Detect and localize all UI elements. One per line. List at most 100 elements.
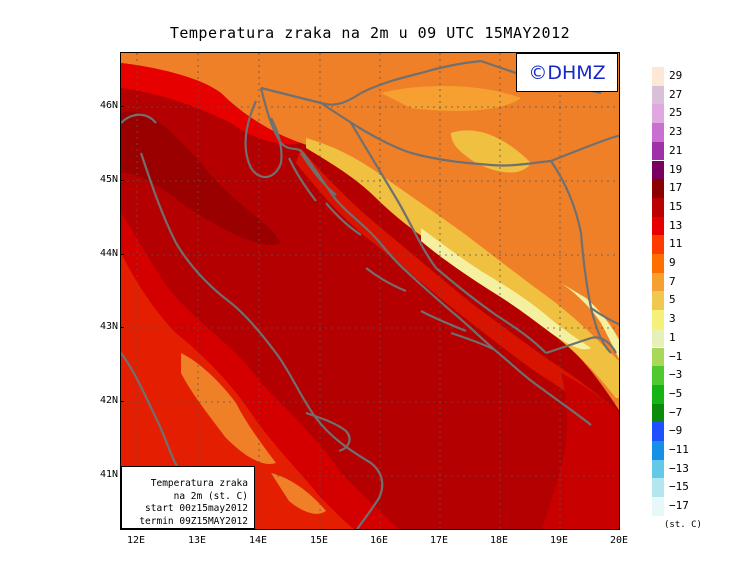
lon-label-16e: 16E	[369, 535, 389, 546]
islands-dalmatian	[365, 267, 494, 350]
legend-level-label: 21	[669, 143, 683, 157]
legend-swatch	[652, 384, 664, 404]
coastal-warm-strip	[296, 148, 619, 432]
legend-level-label: 17	[669, 181, 683, 195]
montenegro-border	[545, 336, 617, 355]
legend-swatch	[652, 310, 664, 329]
lon-label-15e: 15E	[309, 535, 329, 546]
lon-label-17e: 17E	[429, 535, 449, 546]
legend-swatch	[652, 179, 664, 198]
legend-swatch	[652, 197, 664, 217]
legend-level-label: 7	[669, 274, 676, 288]
pannonia-orange	[381, 86, 521, 111]
legend-level-label: −17	[669, 499, 689, 513]
legend-level-label: 1	[669, 330, 676, 344]
mountain-light-peaks	[421, 228, 591, 350]
legend-level-label: 5	[669, 293, 676, 307]
temperature-field-map[interactable]	[121, 53, 620, 530]
vojvodina-border	[550, 134, 619, 163]
lon-label-18e: 18E	[489, 535, 509, 546]
map-title: Temperatura zraka na 2m u 09 UTC 15MAY20…	[169, 24, 571, 42]
legend-swatch	[652, 328, 664, 348]
italy-inland-orange	[181, 353, 276, 464]
legend-level-label: 19	[669, 162, 683, 176]
lon-label-14e: 14E	[248, 535, 268, 546]
legend-level-label: −1	[669, 349, 683, 363]
lat-label-46n: 46N	[99, 100, 125, 111]
legend-level-label: −3	[669, 368, 683, 382]
legend-level-label: 15	[669, 199, 683, 213]
info-start-time: start 00z15may2012	[145, 503, 248, 515]
legend-swatch	[652, 478, 664, 498]
legend-swatch	[652, 272, 664, 292]
coastlines-borders	[121, 59, 619, 529]
legend-swatch	[652, 441, 664, 460]
legend-level-label: 29	[669, 69, 683, 82]
legend-level-label: −7	[669, 405, 683, 419]
legend-level-label: 23	[669, 125, 683, 139]
legend-swatch	[652, 85, 664, 105]
lon-label-12e: 12E	[126, 535, 146, 546]
legend-swatch	[652, 104, 664, 124]
bosnia-border-south	[435, 267, 547, 354]
legend-swatch	[652, 366, 664, 385]
legend-swatch	[652, 141, 664, 161]
lon-label-13e: 13E	[187, 535, 207, 546]
serbia-border	[550, 160, 612, 354]
info-level-unit: na 2m (st. C)	[173, 490, 248, 502]
lon-label-20e: 20E	[609, 535, 629, 546]
kosovo-border	[590, 307, 619, 326]
italy-inland-orange-2	[271, 473, 326, 514]
legend-swatch	[652, 422, 664, 441]
legend-swatch	[652, 235, 664, 254]
coordinate-grid	[121, 53, 619, 529]
info-variable: Temperatura zraka	[150, 478, 248, 489]
gargano-coast	[305, 411, 351, 453]
croatian-coastline	[259, 87, 592, 426]
lat-label-41n: 41N	[99, 469, 125, 480]
italian-coastline	[121, 113, 384, 529]
legend-level-label: −5	[669, 386, 683, 400]
legend-level-label: 9	[669, 256, 676, 269]
istria-coast	[244, 100, 283, 179]
legend-swatch	[652, 254, 664, 273]
legend-level-label: 25	[669, 106, 683, 120]
islands-kvarner	[288, 152, 362, 236]
mountain-yellow-band	[306, 138, 619, 398]
lat-label-44n: 44N	[99, 248, 125, 259]
northern-red-band	[121, 63, 301, 145]
legend-swatch	[652, 123, 664, 142]
albania-red	[541, 373, 619, 529]
legend-swatch	[652, 67, 664, 86]
legend-swatch	[652, 459, 664, 479]
italy-land-warm	[121, 253, 354, 529]
dhmz-copyright-badge: ©DHMZ	[516, 53, 618, 92]
legend-level-label: −11	[669, 443, 689, 456]
sea-dark-patch	[121, 111, 281, 245]
lon-label-19e: 19E	[549, 535, 569, 546]
legend-level-label: −9	[669, 424, 683, 438]
croatia-hungary-border	[360, 59, 482, 94]
lat-label-45n: 45N	[99, 174, 125, 185]
legend-level-label: 3	[669, 312, 676, 326]
legend-level-label: 27	[669, 87, 683, 101]
legend-swatch	[652, 347, 664, 367]
legend-level-label: −15	[669, 480, 689, 494]
legend-swatch	[652, 160, 664, 180]
lat-label-43n: 43N	[99, 321, 125, 332]
bosnia-border-west	[350, 122, 437, 269]
lat-label-42n: 42N	[99, 395, 125, 406]
croatia-bosnia-border-north	[320, 102, 552, 167]
map-area[interactable]	[120, 52, 620, 530]
legend-swatch	[652, 403, 664, 423]
info-valid-time: termin 09Z15MAY2012	[139, 515, 248, 527]
legend-unit: (st. C)	[664, 520, 702, 530]
legend-swatch	[652, 291, 664, 311]
bosnia-yellow-patch	[451, 130, 531, 173]
legend-level-label: 13	[669, 218, 683, 232]
legend-level-label: −13	[669, 461, 689, 475]
forecast-info-box: Temperatura zraka na 2m (st. C) start 00…	[121, 466, 255, 529]
legend-level-label: 11	[669, 237, 683, 251]
legend-swatch	[652, 497, 664, 516]
legend-swatch	[652, 216, 664, 236]
